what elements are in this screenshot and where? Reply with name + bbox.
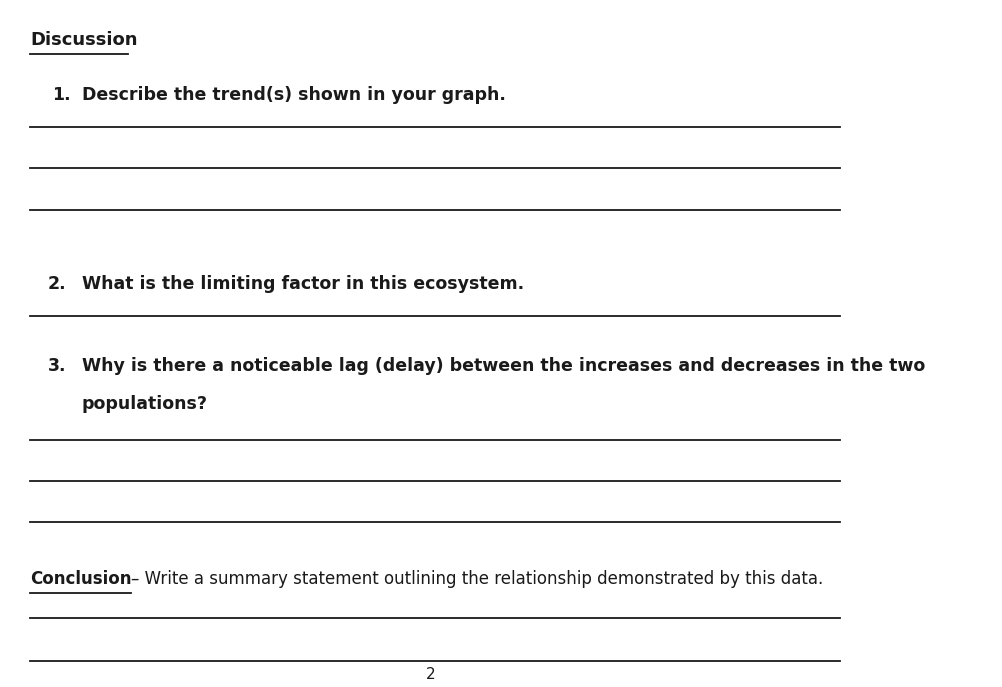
Text: Why is there a noticeable lag (delay) between the increases and decreases in the: Why is there a noticeable lag (delay) be… xyxy=(82,357,925,375)
Text: 2: 2 xyxy=(426,666,436,682)
Text: 2.: 2. xyxy=(47,275,66,293)
Text: What is the limiting factor in this ecosystem.: What is the limiting factor in this ecos… xyxy=(82,275,524,293)
Text: 1.: 1. xyxy=(52,86,70,104)
Text: Discussion: Discussion xyxy=(30,31,137,49)
Text: Conclusion: Conclusion xyxy=(30,570,131,588)
Text: – Write a summary statement outlining the relationship demonstrated by this data: – Write a summary statement outlining th… xyxy=(131,570,824,588)
Text: 3.: 3. xyxy=(47,357,66,375)
Text: populations?: populations? xyxy=(82,395,207,413)
Text: Describe the trend(s) shown in your graph.: Describe the trend(s) shown in your grap… xyxy=(82,86,506,104)
